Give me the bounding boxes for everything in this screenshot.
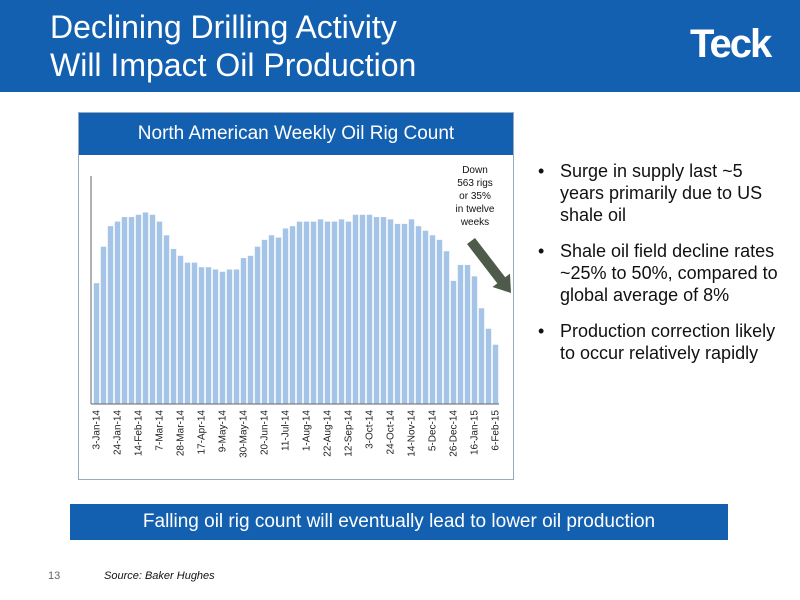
x-tick-label: 11-Jul-14 xyxy=(281,410,292,451)
bar xyxy=(142,212,149,404)
bar xyxy=(163,235,170,404)
bar xyxy=(331,221,338,404)
bar xyxy=(184,262,191,404)
bar xyxy=(457,264,464,404)
x-tick-label: 1-Aug-14 xyxy=(302,410,313,452)
down-arrow xyxy=(467,238,511,293)
bar xyxy=(198,267,205,404)
bar xyxy=(289,226,296,404)
bar xyxy=(93,283,100,404)
bar xyxy=(282,228,289,404)
bar xyxy=(408,219,415,404)
bar xyxy=(310,221,317,404)
bar xyxy=(177,255,184,404)
x-tick-label: 14-Feb-14 xyxy=(134,410,145,457)
header-bar: Declining Drilling Activity Will Impact … xyxy=(0,0,800,92)
x-tick-label: 20-Jun-14 xyxy=(260,410,271,455)
bar xyxy=(478,308,485,404)
bar xyxy=(135,214,142,404)
bar xyxy=(401,223,408,404)
bar xyxy=(219,271,226,404)
bar xyxy=(345,221,352,404)
annotation-text: weeks xyxy=(460,217,489,228)
slide-title-line-1: Declining Drilling Activity xyxy=(50,9,397,45)
slide-title-line-2: Will Impact Oil Production xyxy=(50,47,417,83)
bar xyxy=(492,344,499,404)
bar xyxy=(149,214,156,404)
bar xyxy=(436,239,443,404)
bar xyxy=(443,251,450,404)
x-tick-label: 30-May-14 xyxy=(239,410,250,458)
bar xyxy=(261,239,268,404)
bar xyxy=(240,258,247,404)
bar xyxy=(100,246,107,404)
bar xyxy=(233,269,240,404)
bar xyxy=(429,235,436,404)
page-number: 13 xyxy=(48,570,61,582)
bar xyxy=(366,214,373,404)
bar xyxy=(359,214,366,404)
bar xyxy=(338,219,345,404)
annotation-text: in twelve xyxy=(456,204,495,215)
bar xyxy=(415,226,422,404)
bar xyxy=(485,328,492,404)
x-tick-label: 14-Nov-14 xyxy=(407,410,418,457)
bar xyxy=(394,223,401,404)
x-tick-label: 5-Dec-14 xyxy=(428,410,439,452)
bar xyxy=(128,217,135,404)
annotation-text: or 35% xyxy=(459,191,491,202)
x-tick-label: 28-Mar-14 xyxy=(176,410,187,457)
bar xyxy=(254,246,261,404)
bar xyxy=(247,255,254,404)
bar xyxy=(324,221,331,404)
x-tick-label: 22-Aug-14 xyxy=(323,410,334,457)
bullet-item: Shale oil field decline rates ~25% to 50… xyxy=(536,240,786,306)
bar xyxy=(380,217,387,404)
bar xyxy=(107,226,114,404)
bar xyxy=(156,221,163,404)
x-tick-label: 16-Jan-15 xyxy=(470,410,481,455)
bar xyxy=(121,217,128,404)
bar xyxy=(373,217,380,404)
x-tick-label: 17-Apr-14 xyxy=(197,410,208,455)
bar xyxy=(303,221,310,404)
bar xyxy=(296,221,303,404)
bar xyxy=(191,262,198,404)
bar xyxy=(114,221,121,404)
bullet-item: Production correction likely to occur re… xyxy=(536,320,786,364)
slide-title: Declining Drilling Activity Will Impact … xyxy=(50,8,416,84)
x-tick-label: 3-Jan-14 xyxy=(92,410,103,450)
chart-panel: North American Weekly Oil Rig Count # Oi… xyxy=(78,112,514,480)
bar xyxy=(317,219,324,404)
bar xyxy=(422,230,429,404)
bar xyxy=(471,276,478,404)
bar xyxy=(226,269,233,404)
bar xyxy=(268,235,275,404)
teck-logo: Teck xyxy=(690,22,772,66)
bar xyxy=(212,269,219,404)
bar xyxy=(205,267,212,404)
bullet-list: Surge in supply last ~5 years primarily … xyxy=(536,160,786,378)
x-tick-label: 7-Mar-14 xyxy=(155,410,166,451)
x-tick-label: 24-Jan-14 xyxy=(113,410,124,455)
bar xyxy=(387,219,394,404)
x-tick-label: 12-Sep-14 xyxy=(344,410,355,457)
bar xyxy=(450,280,457,404)
bar xyxy=(275,237,282,404)
x-tick-label: 24-Oct-14 xyxy=(386,410,397,455)
x-tick-label: 3-Oct-14 xyxy=(365,410,376,449)
annotation-text: 563 rigs xyxy=(457,178,493,189)
bar xyxy=(352,214,359,404)
bar xyxy=(464,264,471,404)
x-tick-label: 26-Dec-14 xyxy=(449,410,460,457)
conclusion-banner: Falling oil rig count will eventually le… xyxy=(70,504,728,540)
source-note: Source: Baker Hughes xyxy=(104,570,215,582)
x-tick-label: 9-May-14 xyxy=(218,410,229,453)
rig-count-chart: # Oil Rigs1,0001,5002,0003-Jan-1424-Jan-… xyxy=(90,165,511,458)
x-tick-label: 6-Feb-15 xyxy=(491,410,502,451)
annotation-text: Down xyxy=(462,165,488,176)
chart-title: North American Weekly Oil Rig Count xyxy=(79,113,513,155)
bullet-item: Surge in supply last ~5 years primarily … xyxy=(536,160,786,226)
bar xyxy=(170,248,177,404)
